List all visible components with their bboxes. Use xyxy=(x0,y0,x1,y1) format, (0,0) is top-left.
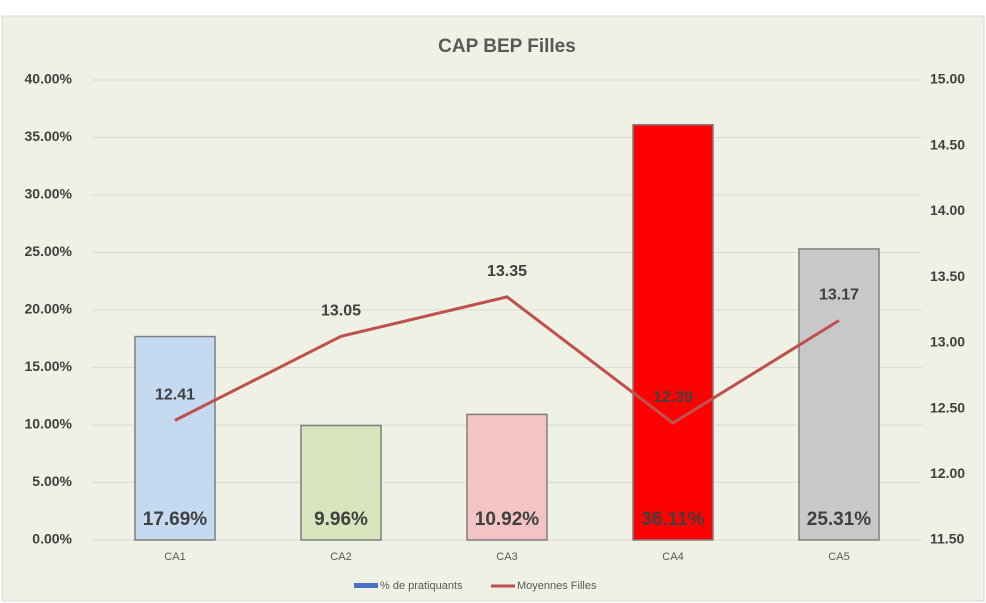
data-label: 17.69% xyxy=(143,509,208,530)
data-label: 12.39 xyxy=(653,389,693,406)
y-tick-label: 35.00% xyxy=(25,128,73,144)
data-label: 13.35 xyxy=(487,263,527,280)
y2-tick-label: 15.00 xyxy=(930,71,965,87)
data-label: 10.92% xyxy=(475,509,540,530)
data-label: 13.05 xyxy=(321,303,361,320)
y-tick-label: 10.00% xyxy=(25,416,73,432)
data-label: 13.17 xyxy=(819,287,859,304)
x-tick-label: CA5 xyxy=(828,551,849,563)
x-tick-label: CA3 xyxy=(496,551,517,563)
line xyxy=(174,295,840,425)
y2-tick-label: 13.50 xyxy=(930,268,965,284)
legend-swatch xyxy=(354,583,378,588)
y2-tick-label: 14.00 xyxy=(930,202,965,218)
y-tick-label: 15.00% xyxy=(25,358,73,374)
data-label: 36.11% xyxy=(641,509,704,530)
y-tick-label: 40.00% xyxy=(25,71,73,87)
y-tick-label: 0.00% xyxy=(32,531,72,547)
y2-tick-label: 12.50 xyxy=(930,399,965,415)
y2-tick-label: 14.50 xyxy=(930,136,965,152)
legend-label: Moyennes Filles xyxy=(517,580,597,592)
legend-label: % de pratiquants xyxy=(380,580,463,592)
y-tick-label: 30.00% xyxy=(25,186,73,202)
bar xyxy=(798,248,880,541)
y-tick-label: 25.00% xyxy=(25,243,73,259)
bar xyxy=(632,123,714,541)
y-tick-label: 20.00% xyxy=(25,301,73,317)
y-tick-label: 5.00% xyxy=(32,473,72,489)
y2-tick-label: 12.00 xyxy=(930,465,965,481)
y2-tick-label: 13.00 xyxy=(930,334,965,350)
bar xyxy=(300,424,382,541)
chart-title: CAP BEP Filles xyxy=(438,36,576,57)
x-tick-label: CA2 xyxy=(330,551,351,563)
bar xyxy=(466,413,548,541)
x-tick-label: CA4 xyxy=(662,551,683,563)
y2-tick-label: 11.50 xyxy=(930,531,964,547)
data-label: 9.96% xyxy=(314,509,368,530)
bar xyxy=(134,335,216,541)
data-label: 12.41 xyxy=(155,387,195,404)
data-label: 25.31% xyxy=(807,509,872,530)
x-tick-label: CA1 xyxy=(164,551,185,563)
